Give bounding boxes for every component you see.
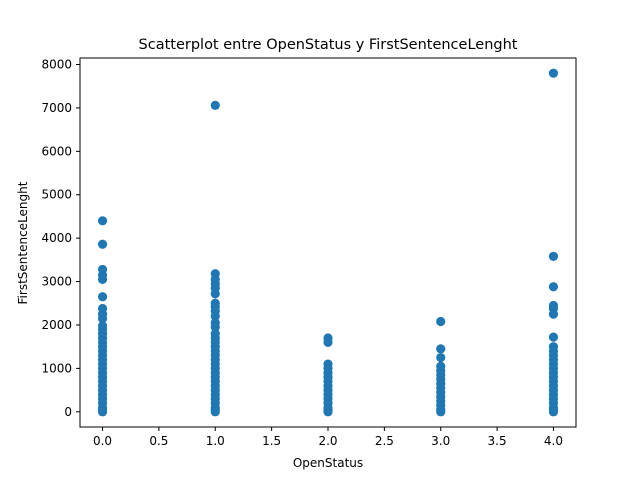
x-tick-label: 1.5 [262,434,281,448]
x-tick-label: 3.5 [488,434,507,448]
y-axis-title: FirstSentenceLenght [16,181,30,304]
scatter-point [210,322,220,332]
scatter-point [210,289,220,299]
y-tick-label: 5000 [41,188,72,202]
scatter-point [97,274,108,284]
y-tick-label: 6000 [41,144,72,158]
scatter-point [97,407,108,417]
scatter-point [210,311,220,321]
x-axis-title: OpenStatus [293,456,363,470]
x-tick-label: 2.5 [375,434,394,448]
scatter-point [436,316,446,327]
scatter-point [210,407,220,417]
x-tick-label: 3.0 [431,434,450,448]
scatter-point [210,100,220,110]
x-tick-label: 0.0 [93,434,112,448]
scatter-point [97,292,108,302]
scatter-point [436,407,446,417]
x-tick-label: 2.0 [318,434,337,448]
scatter-point [548,309,559,319]
y-tick-label: 4000 [41,231,72,245]
scatter-point [323,337,333,347]
scatter-point [97,216,108,226]
y-tick-label: 2000 [41,318,72,332]
y-tick-label: 3000 [41,275,72,289]
data-points [97,68,559,417]
scatter-point [548,332,559,342]
y-tick-label: 8000 [41,58,72,72]
scatter-point [548,251,559,261]
x-axis-ticks: 0.0 0.5 1.0 1.5 2.0 2.5 3.0 3.5 4.0 [93,427,563,448]
scatter-point [436,344,446,354]
x-tick-label: 4.0 [544,434,563,448]
scatter-point [97,239,108,249]
scatter-point [436,352,446,363]
scatter-point [548,407,559,417]
scatter-point [323,407,333,417]
scatter-point [548,282,559,292]
y-tick-label: 1000 [41,361,72,375]
scatter-point [97,313,108,324]
chart-title: Scatterplot entre OpenStatus y FirstSent… [139,37,518,53]
y-tick-label: 0 [64,405,72,419]
scatter-point [548,68,559,78]
x-tick-label: 1.0 [206,434,225,448]
y-axis-ticks: 0 1000 2000 3000 4000 5000 6000 7000 8000 [41,58,80,419]
x-tick-label: 0.5 [149,434,168,448]
y-tick-label: 7000 [41,101,72,115]
